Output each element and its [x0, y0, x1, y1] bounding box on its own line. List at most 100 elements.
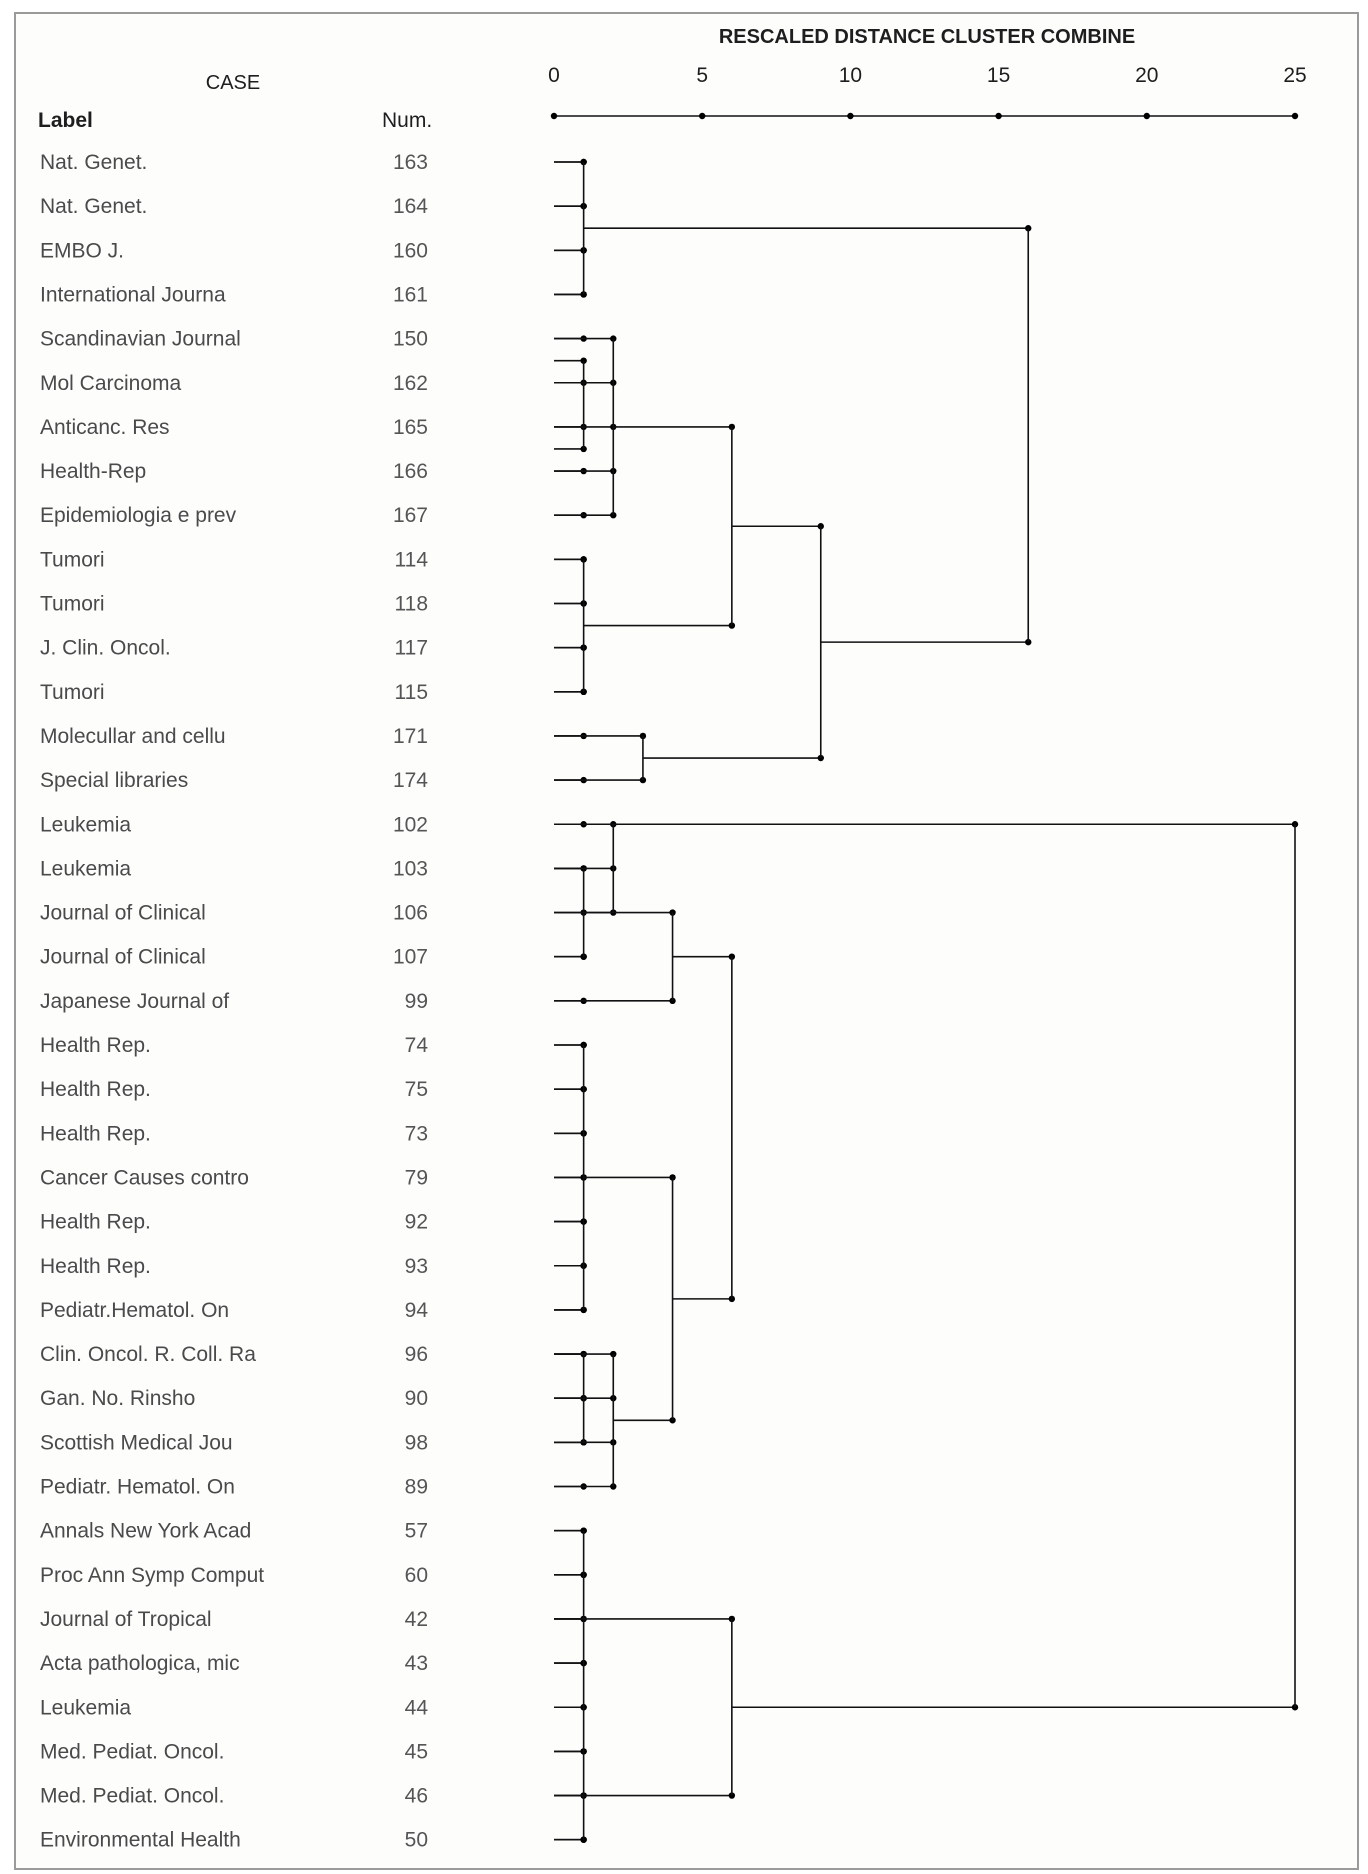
case-label: Nat. Genet.: [40, 151, 147, 174]
case-number: 166: [393, 460, 428, 483]
case-label: Leukemia: [40, 813, 131, 836]
x-axis-tick-mark: [995, 112, 1002, 120]
case-number: 163: [393, 151, 428, 174]
case-rows: Nat. Genet. 163 Nat. Genet. 164 EMBO J. 160 In…: [40, 151, 428, 1852]
x-axis-tick-mark: [550, 112, 558, 120]
x-tick-label: 0: [548, 64, 560, 87]
case-number: 103: [393, 857, 428, 880]
case-label: Journal of Clinical: [40, 946, 206, 969]
case-number: 57: [405, 1520, 428, 1543]
case-number: 107: [393, 946, 428, 969]
case-label: Environmental Health: [40, 1829, 241, 1852]
case-label: Special libraries: [40, 769, 188, 792]
case-label: Med. Pediat. Oncol.: [40, 1740, 224, 1763]
case-number: 96: [405, 1343, 428, 1366]
case-label: Molecullar and cellu: [40, 725, 226, 748]
x-axis-tick-mark: [1291, 112, 1299, 120]
case-label: Cancer Causes contro: [40, 1166, 249, 1189]
case-label: Health-Rep: [40, 460, 146, 483]
x-tick-label: 10: [839, 64, 862, 87]
case-number: 73: [405, 1122, 428, 1145]
case-label: Health Rep.: [40, 1255, 151, 1278]
case-label: Scandinavian Journal: [40, 328, 241, 351]
cluster-node: [669, 1417, 676, 1424]
case-label: Journal of Clinical: [40, 902, 206, 925]
case-number: 92: [405, 1211, 428, 1234]
case-label: Health Rep.: [40, 1122, 151, 1145]
case-label: Health Rep.: [40, 1078, 151, 1101]
x-axis-scale-line: [550, 112, 1299, 120]
case-number: 94: [405, 1299, 429, 1322]
case-number: 93: [405, 1255, 428, 1278]
case-label: Health Rep.: [40, 1211, 151, 1234]
case-number: 160: [393, 239, 428, 262]
case-label: Tumori: [40, 548, 105, 571]
case-number: 171: [393, 725, 428, 748]
case-label: Japanese Journal of: [40, 990, 229, 1013]
case-label: Pediatr.Hematol. On: [40, 1299, 229, 1322]
case-number: 46: [405, 1785, 428, 1808]
case-label: Gan. No. Rinsho: [40, 1387, 195, 1410]
case-number: 50: [405, 1829, 428, 1852]
case-label: Leukemia: [40, 1696, 131, 1719]
case-number: 161: [393, 283, 428, 306]
case-number: 43: [405, 1652, 428, 1675]
x-axis-tick-mark: [847, 112, 854, 120]
case-label: Annals New York Acad: [40, 1520, 251, 1543]
x-axis-ticks: 0 5 10 15 20 25: [548, 64, 1307, 87]
x-axis-tick-mark: [699, 112, 706, 120]
case-number: 98: [405, 1431, 428, 1454]
case-label: Tumori: [40, 681, 105, 704]
case-label: Pediatr. Hematol. On: [40, 1476, 235, 1499]
case-number: 106: [393, 902, 428, 925]
case-number: 118: [395, 593, 428, 616]
case-label: Mol Carcinoma: [40, 372, 182, 395]
x-axis-tick-mark: [1143, 112, 1151, 120]
case-number: 114: [395, 548, 429, 571]
dendrogram-frame: [14, 12, 1359, 1870]
case-number: 174: [393, 769, 428, 792]
case-label: Anticanc. Res: [40, 416, 170, 439]
case-number: 75: [405, 1078, 428, 1101]
num-column-header: Num.: [382, 109, 432, 132]
label-column-header: Label: [38, 109, 93, 132]
case-label: Tumori: [40, 593, 105, 616]
case-number: 45: [405, 1740, 428, 1763]
x-tick-label: 15: [987, 64, 1010, 87]
case-number: 167: [393, 504, 428, 527]
case-label: Med. Pediat. Oncol.: [40, 1785, 224, 1808]
case-label: Epidemiologia e prev: [40, 504, 237, 527]
case-label: Leukemia: [40, 857, 131, 880]
case-label: Health Rep.: [40, 1034, 151, 1057]
chart-title: RESCALED DISTANCE CLUSTER COMBINE: [719, 26, 1135, 48]
x-tick-label: 20: [1135, 64, 1158, 87]
case-number: 89: [405, 1476, 428, 1499]
case-number: 42: [405, 1608, 428, 1631]
case-number: 150: [393, 328, 428, 351]
case-label: Clin. Oncol. R. Coll. Ra: [40, 1343, 256, 1366]
case-label: International Journa: [40, 283, 226, 306]
dendrogram-links: [554, 158, 1299, 1843]
case-number: 117: [395, 637, 428, 660]
case-number: 44: [405, 1696, 429, 1719]
case-number: 79: [405, 1166, 428, 1189]
case-number: 60: [405, 1564, 428, 1587]
cluster-node: [580, 1306, 587, 1314]
case-label: Nat. Genet.: [40, 195, 147, 218]
case-header: CASE: [206, 72, 260, 94]
case-number: 165: [393, 416, 428, 439]
cluster-node: [728, 423, 736, 431]
case-number: 99: [405, 990, 428, 1013]
case-number: 164: [393, 195, 428, 218]
case-label: Proc Ann Symp Comput: [40, 1564, 264, 1587]
case-label: J. Clin. Oncol.: [40, 637, 171, 660]
case-number: 162: [393, 372, 428, 395]
cluster-node: [610, 335, 617, 342]
case-label: Journal of Tropical: [40, 1608, 212, 1631]
x-tick-label: 5: [696, 64, 708, 87]
case-number: 90: [405, 1387, 428, 1410]
case-number: 74: [405, 1034, 429, 1057]
case-number: 115: [395, 681, 428, 704]
case-label: EMBO J.: [40, 239, 124, 262]
